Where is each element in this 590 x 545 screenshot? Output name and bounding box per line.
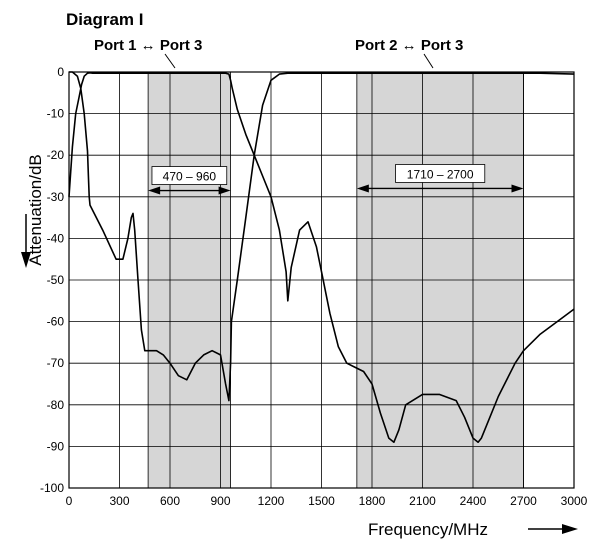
band-arrow-right-head-1 (511, 184, 524, 193)
series-label-port2-port3: Port 2 ↔ Port 3 (355, 37, 463, 54)
y-tick-label-2: -20 (47, 148, 65, 162)
plot-frame (68, 71, 575, 489)
y-tick-label-7: -70 (47, 356, 65, 370)
y-axis-arrow-head (21, 252, 31, 268)
series-line-0 (68, 72, 575, 444)
band-arrow-right-head-0 (218, 186, 231, 195)
y-tick-label-5: -50 (47, 273, 65, 287)
x-tick-label-9: 2700 (510, 494, 537, 508)
x-axis-label: Frequency/MHz (368, 520, 488, 539)
series-line-1 (69, 71, 575, 402)
x-tick-label-0: 0 (66, 494, 73, 508)
x-tick-label-6: 1800 (359, 494, 386, 508)
band-arrow-left-head-0 (148, 186, 161, 195)
x-tick-label-2: 600 (160, 494, 180, 508)
x-tick-label-7: 2100 (409, 494, 436, 508)
series (68, 71, 575, 444)
band-arrow-left-head-1 (356, 184, 369, 193)
y-tick-label-4: -40 (47, 231, 65, 245)
x-tick-label-8: 2400 (460, 494, 487, 508)
x-tick-label-10: 3000 (561, 494, 588, 508)
band-label-box-1 (395, 164, 486, 183)
y-tick-label-9: -90 (47, 439, 65, 453)
y-tick-label-3: -30 (47, 190, 65, 204)
band-label-0: 470 – 960 (163, 170, 217, 184)
series-label-leader-2 (423, 53, 434, 69)
x-tick-label-1: 300 (109, 494, 129, 508)
series-label-leader-1 (164, 53, 176, 69)
y-tick-label-10: -100 (40, 481, 64, 495)
x-tick-label-5: 1500 (308, 494, 335, 508)
grid (69, 72, 574, 488)
tick-labels: 0 300 600 900 1200 1500 1800 2100 2400 2700 30000-… (40, 65, 588, 508)
band-label-box-0 (151, 166, 228, 185)
x-tick-label-3: 900 (210, 494, 230, 508)
y-tick-label-8: -80 (47, 398, 65, 412)
y-tick-label-6: -60 (47, 315, 65, 329)
band-annotations: 470 – 960 1710 – 2700 (148, 164, 524, 195)
chart-title: Diagram I (66, 10, 143, 29)
y-tick-label-0: 0 (57, 65, 64, 79)
band-label-1: 1710 – 2700 (407, 167, 474, 181)
y-axis-label: Attenuation/dB (26, 154, 45, 266)
x-tick-label-4: 1200 (258, 494, 285, 508)
y-tick-label-1: -10 (47, 107, 65, 121)
series-label-port1-port3: Port 1 ↔ Port 3 (94, 37, 202, 54)
x-axis-arrow-head (562, 524, 578, 534)
